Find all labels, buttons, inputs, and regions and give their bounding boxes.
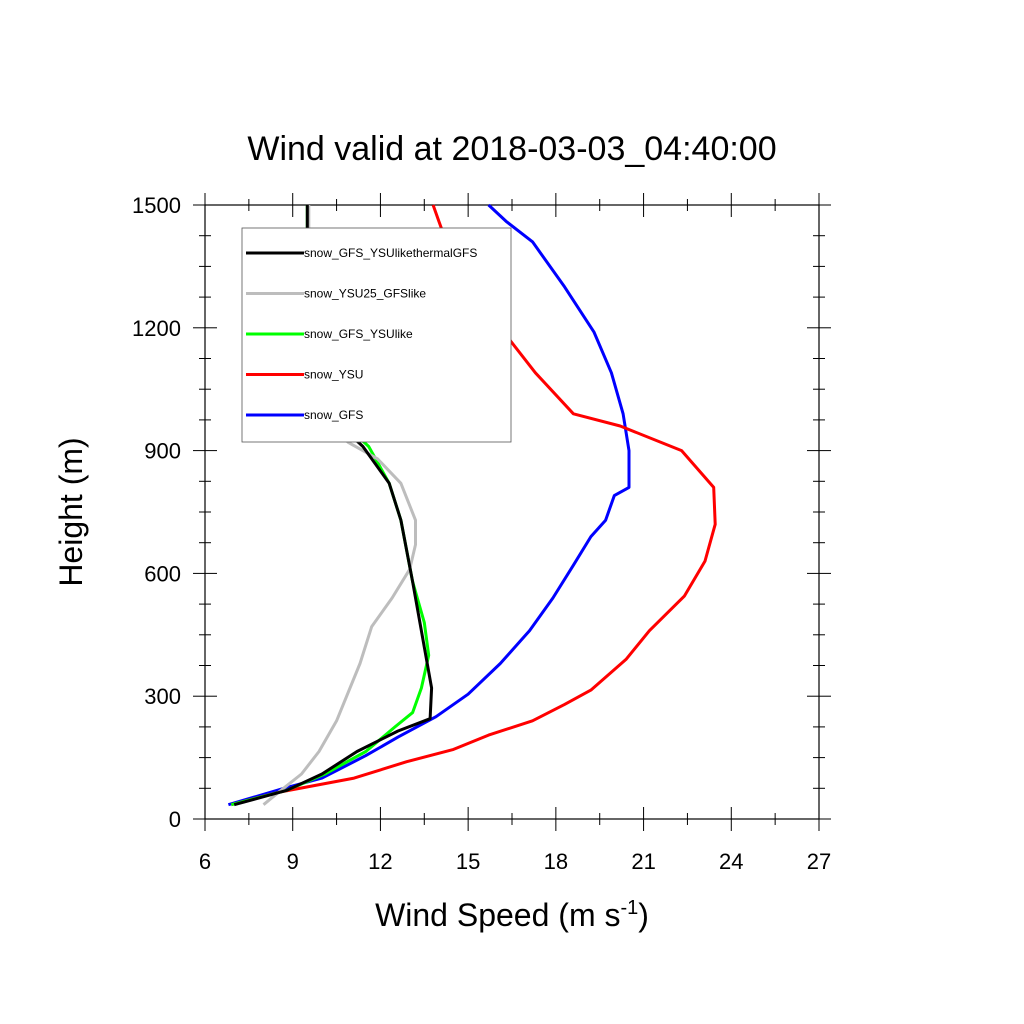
x-tick-label: 15 bbox=[456, 849, 480, 874]
x-axis-label: Wind Speed (m s-1) bbox=[375, 897, 649, 933]
legend-label: snow_GFS_YSUlikethermalGFS bbox=[304, 246, 477, 260]
x-tick-label: 27 bbox=[807, 849, 831, 874]
x-tick-label: 18 bbox=[544, 849, 568, 874]
axis-ticks: 6 9 12 15 18 21 24 27 0 300 600 900 1200 1500 bbox=[132, 193, 831, 874]
x-axis-label-close: ) bbox=[638, 897, 649, 933]
legend-label: snow_GFS_YSUlike bbox=[304, 327, 413, 341]
x-tick-label: 12 bbox=[368, 849, 392, 874]
x-tick-label: 24 bbox=[719, 849, 743, 874]
chart-title: Wind valid at 2018-03-03_04:40:00 bbox=[247, 130, 776, 168]
legend: snow_GFS_YSUlikethermalGFS snow_YSU25_GFS… bbox=[241, 227, 512, 443]
legend-label: snow_YSU bbox=[304, 368, 363, 382]
x-axis-label-main: Wind Speed (m s bbox=[375, 897, 620, 933]
y-tick-label: 1500 bbox=[132, 193, 181, 218]
y-axis-label: Height (m) bbox=[53, 437, 89, 586]
y-tick-label: 600 bbox=[144, 561, 181, 586]
series-line-snow_GFS bbox=[227, 203, 631, 807]
x-tick-label: 9 bbox=[287, 849, 299, 874]
x-tick-label: 6 bbox=[199, 849, 211, 874]
y-tick-label: 1200 bbox=[132, 316, 181, 341]
x-tick-label: 21 bbox=[631, 849, 655, 874]
y-tick-label: 300 bbox=[144, 684, 181, 709]
y-tick-label: 0 bbox=[169, 807, 181, 832]
x-axis-label-superscript: -1 bbox=[620, 897, 638, 919]
legend-label: snow_GFS bbox=[304, 408, 363, 422]
legend-label: snow_YSU25_GFSlike bbox=[304, 287, 426, 301]
y-tick-label: 900 bbox=[144, 439, 181, 464]
